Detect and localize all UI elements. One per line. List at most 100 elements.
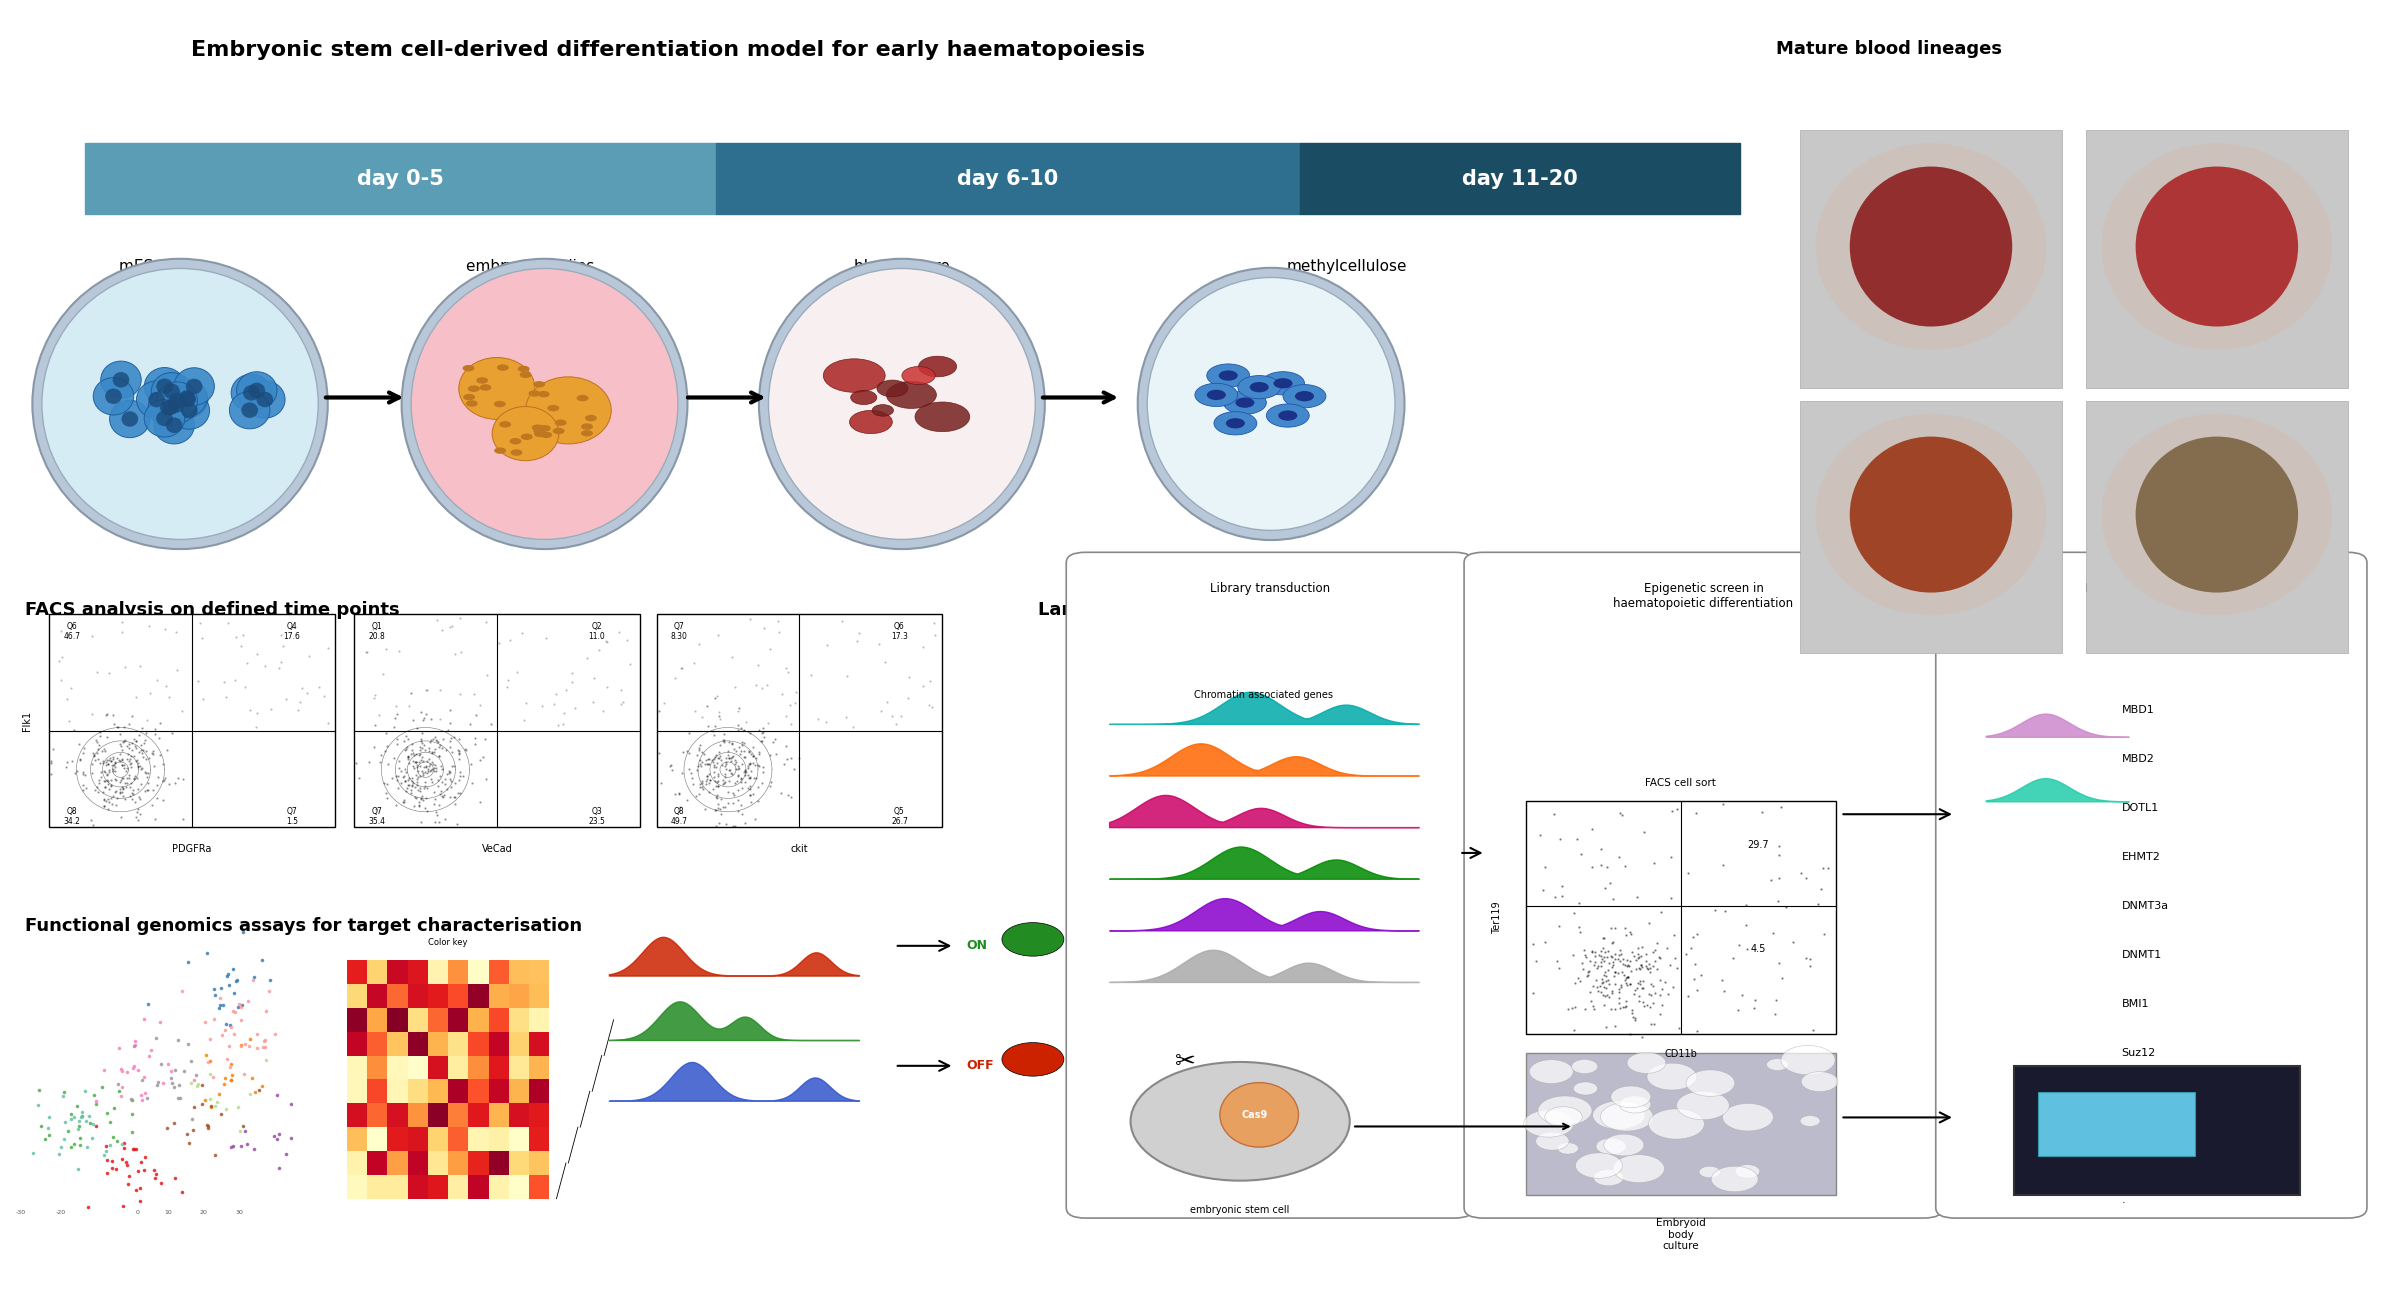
Point: [48, 756, 86, 777]
Point: [379, 771, 417, 791]
Bar: [529, 1127, 549, 1151]
Point: [410, 762, 448, 782]
Point: [41, 1143, 79, 1164]
Point: [758, 610, 797, 631]
Point: [1596, 944, 1634, 965]
Point: [134, 741, 172, 762]
Point: [1576, 970, 1615, 990]
Point: [716, 754, 754, 775]
Point: [1617, 1007, 1655, 1028]
Point: [1555, 944, 1593, 965]
Point: [29, 1118, 67, 1139]
Point: [723, 778, 761, 799]
Point: [890, 666, 928, 687]
Point: [420, 746, 458, 767]
Ellipse shape: [243, 385, 260, 401]
Point: [408, 751, 446, 772]
Point: [1619, 946, 1658, 967]
Ellipse shape: [169, 392, 210, 429]
Point: [157, 1087, 196, 1108]
Point: [196, 985, 234, 1006]
Point: [355, 737, 394, 758]
Text: ✂: ✂: [1176, 1050, 1195, 1074]
Point: [379, 733, 417, 754]
Point: [138, 787, 176, 808]
Circle shape: [1600, 1103, 1653, 1131]
Point: [1600, 981, 1638, 1002]
Point: [1624, 992, 1662, 1012]
Point: [141, 1054, 179, 1074]
Point: [1572, 990, 1610, 1011]
Point: [1648, 984, 1686, 1005]
Point: [129, 1046, 167, 1067]
Point: [1760, 835, 1798, 856]
Point: [1553, 997, 1591, 1018]
Point: [673, 763, 711, 784]
Point: [367, 723, 405, 743]
Point: [222, 1036, 260, 1056]
Point: [229, 1036, 267, 1056]
Point: [19, 1095, 57, 1116]
Point: [410, 756, 448, 777]
Bar: [346, 1007, 367, 1032]
Point: [413, 729, 451, 750]
Point: [1679, 1020, 1717, 1041]
Bar: [427, 1151, 448, 1175]
Circle shape: [556, 419, 568, 425]
Bar: [408, 1127, 427, 1151]
Point: [69, 1106, 107, 1126]
Point: [773, 714, 811, 734]
Point: [112, 753, 150, 773]
Point: [88, 754, 126, 775]
Point: [405, 709, 444, 729]
Point: [389, 778, 427, 799]
Point: [1567, 946, 1605, 967]
Point: [301, 676, 339, 697]
Point: [1560, 893, 1598, 914]
Point: [436, 756, 475, 777]
Point: [742, 731, 780, 751]
Point: [98, 1130, 136, 1151]
Text: Suz12: Suz12: [2123, 1047, 2156, 1058]
Point: [114, 1139, 153, 1160]
Point: [95, 756, 134, 777]
Text: Mature blood lineages: Mature blood lineages: [1777, 40, 2001, 58]
Circle shape: [902, 366, 935, 384]
Point: [250, 981, 289, 1002]
Point: [1631, 913, 1670, 934]
Circle shape: [1648, 1109, 1705, 1139]
Point: [145, 771, 184, 791]
Point: [389, 749, 427, 769]
Point: [725, 719, 763, 740]
Point: [410, 741, 448, 762]
Point: [370, 754, 408, 775]
Bar: [489, 1055, 508, 1080]
Point: [546, 679, 584, 700]
Point: [441, 762, 479, 782]
Point: [365, 663, 403, 684]
Point: [196, 979, 234, 999]
Point: [422, 737, 460, 758]
Point: [112, 740, 150, 760]
Point: [384, 731, 422, 751]
Point: [544, 702, 582, 723]
Point: [720, 715, 758, 736]
Point: [19, 1080, 57, 1100]
Point: [1572, 818, 1610, 839]
Text: 4.5: 4.5: [1751, 944, 1765, 954]
Point: [1624, 822, 1662, 843]
Bar: [448, 1127, 467, 1151]
Point: [723, 741, 761, 762]
Point: [453, 754, 491, 775]
Point: [107, 760, 145, 781]
Point: [215, 1135, 253, 1156]
Point: [687, 771, 725, 791]
Bar: [367, 1127, 386, 1151]
Point: [422, 772, 460, 793]
Point: [1629, 984, 1667, 1005]
Point: [639, 742, 677, 763]
Point: [45, 1112, 83, 1133]
Point: [682, 772, 720, 793]
Point: [95, 1098, 134, 1118]
Point: [377, 696, 415, 716]
